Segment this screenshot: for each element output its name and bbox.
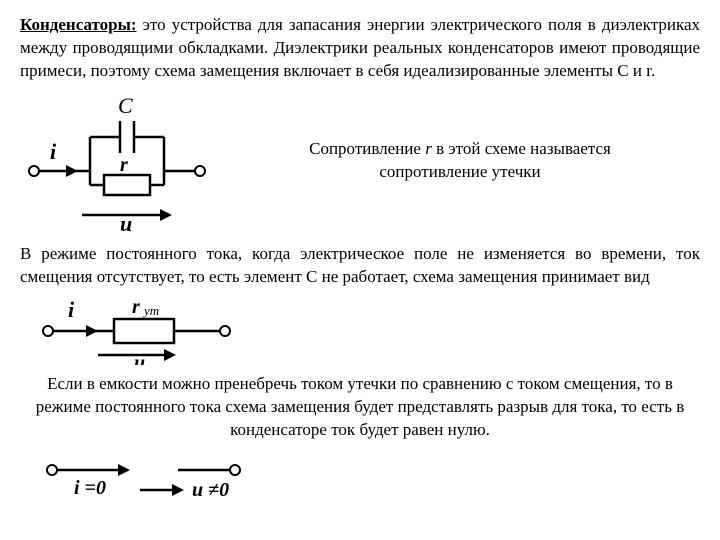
fig2-r-label: r [132, 296, 140, 318]
fig1-r-label: r [120, 154, 128, 176]
fig2-ut-label: ут [142, 303, 159, 318]
fig2-u-label: u [134, 352, 145, 365]
paragraph-2: В режиме постоянного тока, когда электри… [20, 243, 700, 289]
paragraph-3: Если в емкости можно пренебречь током ут… [20, 373, 700, 442]
fig1-u-label: u [120, 211, 132, 231]
cap1-r: r [425, 139, 432, 158]
figure-2: i r ут u [20, 295, 700, 365]
cap1-b: в этой схеме называется [432, 139, 611, 158]
cap1-c: сопротивление утечки [379, 162, 540, 181]
cap1-a: Сопротивление [309, 139, 425, 158]
figure-3: i =0 u ≠0 [20, 446, 700, 502]
paragraph-1: Конденсаторы: это устройства для запасан… [20, 14, 700, 83]
figure-1: i C r [20, 91, 220, 231]
figure-1-row: i C r [20, 91, 700, 231]
fig2-i-label: i [68, 297, 75, 322]
figure-1-caption: Сопротивление r в этой схеме называется … [220, 138, 700, 184]
fig3-i-label: i =0 [74, 477, 106, 499]
fig1-c-label: C [118, 93, 133, 118]
heading-capacitors: Конденсаторы: [20, 15, 137, 34]
fig3-u-label: u ≠0 [192, 479, 229, 501]
fig1-i-label: i [50, 139, 57, 164]
